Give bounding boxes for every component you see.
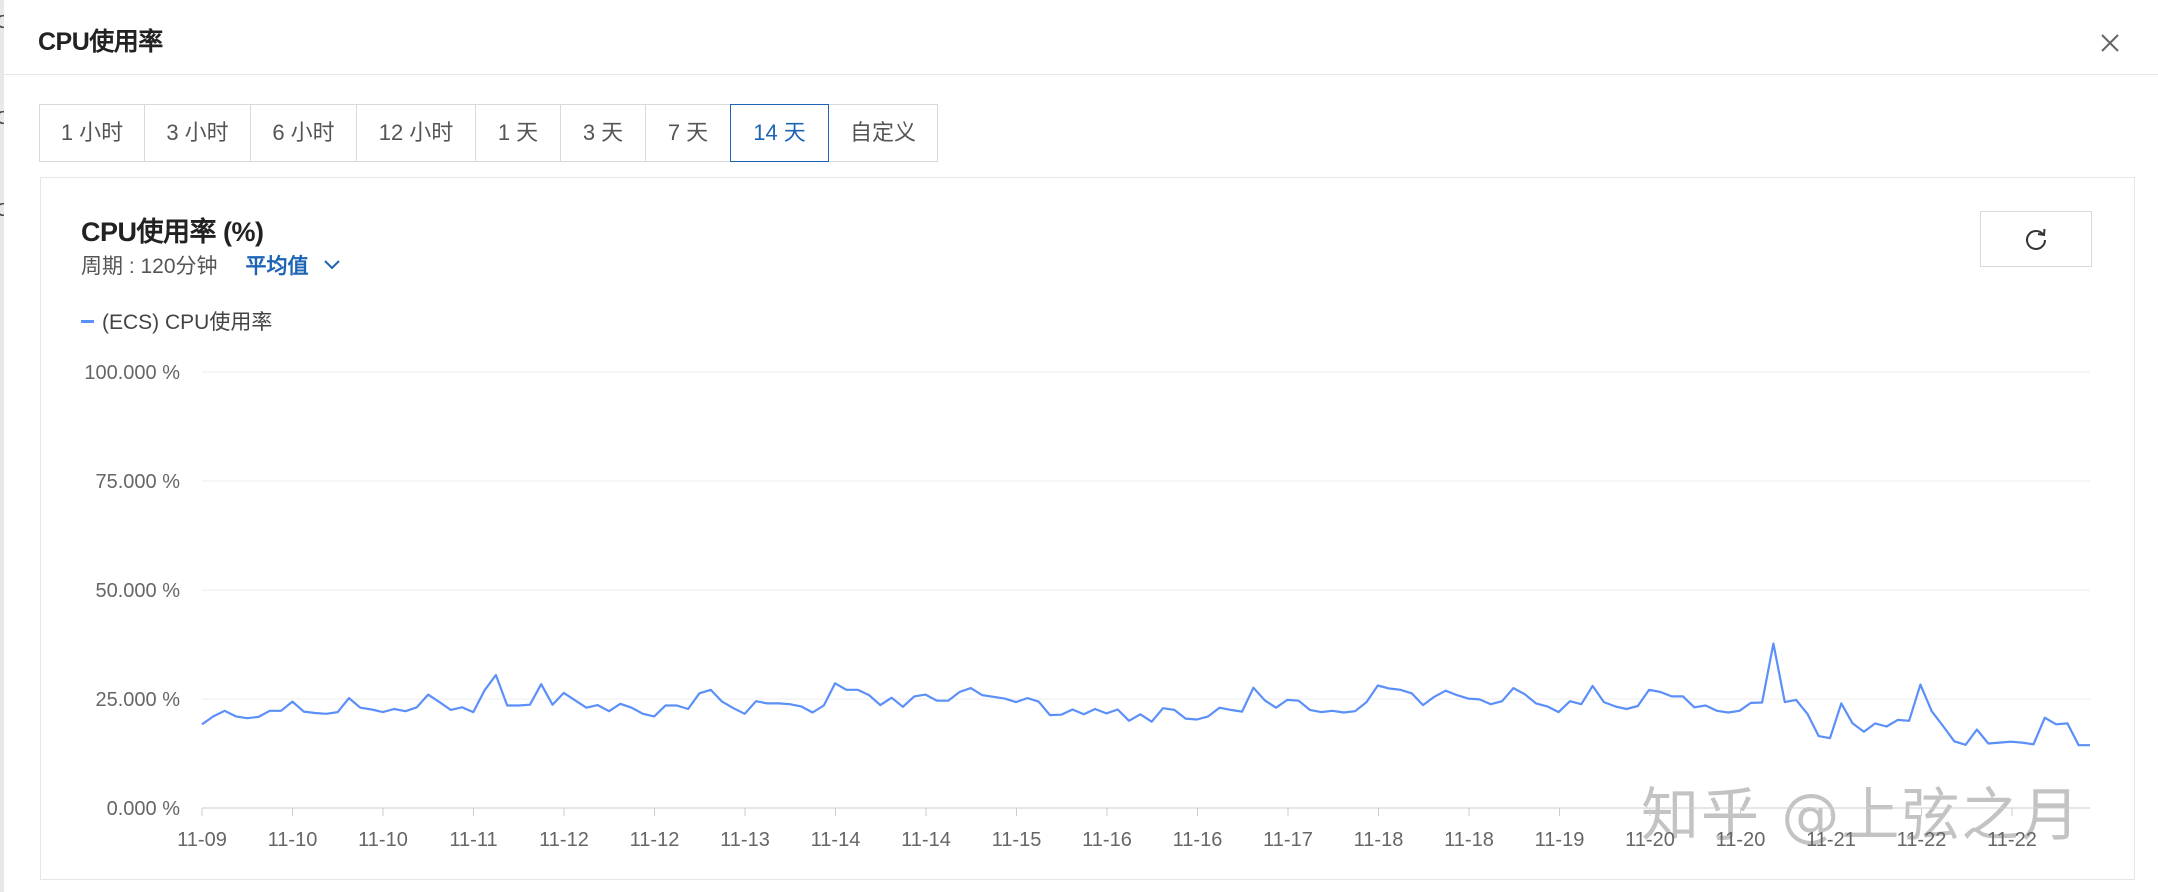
chart-card: CPU使用率 (%) 周期 : 120分钟 平均值 (ECS) CPU使用率: [40, 177, 2135, 880]
range-tab-6h[interactable]: 6 小时: [250, 104, 357, 162]
x-tick-label: 11-17: [1263, 829, 1313, 851]
range-tab-1d[interactable]: 1 天: [475, 104, 561, 162]
legend-swatch: [81, 319, 94, 323]
x-tick-label: 11-10: [358, 829, 408, 851]
range-tab-3d[interactable]: 3 天: [560, 104, 646, 162]
x-tick-label: 11-11: [449, 829, 497, 851]
chevron-down-icon: [323, 260, 340, 270]
range-tab-7d[interactable]: 7 天: [645, 104, 731, 162]
x-tick-label: 11-18: [1444, 829, 1494, 851]
dialog-title: CPU使用率: [38, 28, 163, 56]
y-tick-label: 50.000 %: [95, 580, 180, 602]
aggregation-value: 平均值: [245, 255, 309, 278]
x-tick-label: 11-21: [1806, 829, 1856, 851]
x-tick-label: 11-22: [1987, 829, 2037, 851]
range-tab-custom[interactable]: 自定义: [828, 104, 938, 162]
legend-series-name: (ECS) CPU使用率: [102, 311, 273, 334]
period-row: 周期 : 120分钟 平均值: [81, 250, 341, 280]
period-label: 周期 : 120分钟: [81, 255, 218, 278]
x-tick-label: 11-15: [992, 829, 1042, 851]
y-tick-label: 25.000 %: [95, 689, 180, 711]
chart-legend: (ECS) CPU使用率: [81, 306, 272, 336]
dialog-header: CPU使用率: [4, 0, 2158, 75]
cpu-usage-dialog: CPU使用率 1 小时 3 小时 6 小时 12 小时 1 天 3 天 7 天 …: [4, 0, 2158, 892]
x-tick-label: 11-19: [1535, 829, 1585, 851]
x-tick-label: 11-20: [1625, 829, 1675, 851]
close-icon[interactable]: [2097, 30, 2123, 56]
y-tick-label: 100.000 %: [84, 362, 180, 384]
x-tick-label: 11-12: [630, 829, 680, 851]
x-tick-label: 11-18: [1354, 829, 1404, 851]
y-tick-label: 75.000 %: [95, 471, 180, 493]
x-tick-label: 11-09: [177, 829, 227, 851]
x-tick-label: 11-12: [539, 829, 589, 851]
x-tick-label: 11-14: [901, 829, 951, 851]
chart-title: CPU使用率 (%): [81, 217, 264, 247]
aggregation-select[interactable]: 平均值: [246, 250, 341, 280]
range-tab-14d[interactable]: 14 天: [730, 104, 829, 162]
x-tick-label: 11-16: [1082, 829, 1132, 851]
refresh-button[interactable]: [1980, 211, 2092, 267]
x-tick-label: 11-16: [1173, 829, 1223, 851]
y-tick-label: 0.000 %: [107, 798, 181, 820]
x-tick-label: 11-10: [268, 829, 318, 851]
range-tab-3h[interactable]: 3 小时: [144, 104, 251, 162]
series-line: [201, 642, 2090, 747]
x-tick-label: 11-14: [811, 829, 861, 851]
time-range-tabs: 1 小时 3 小时 6 小时 12 小时 1 天 3 天 7 天 14 天 自定…: [39, 104, 938, 162]
range-tab-1h[interactable]: 1 小时: [39, 104, 145, 162]
refresh-icon: [2026, 228, 2046, 250]
x-tick-label: 11-22: [1897, 829, 1947, 851]
x-tick-label: 11-20: [1716, 829, 1766, 851]
x-tick-label: 11-13: [720, 829, 770, 851]
watermark: 知乎 @上弦之月: [1641, 781, 2082, 849]
range-tab-12h[interactable]: 12 小时: [356, 104, 476, 162]
